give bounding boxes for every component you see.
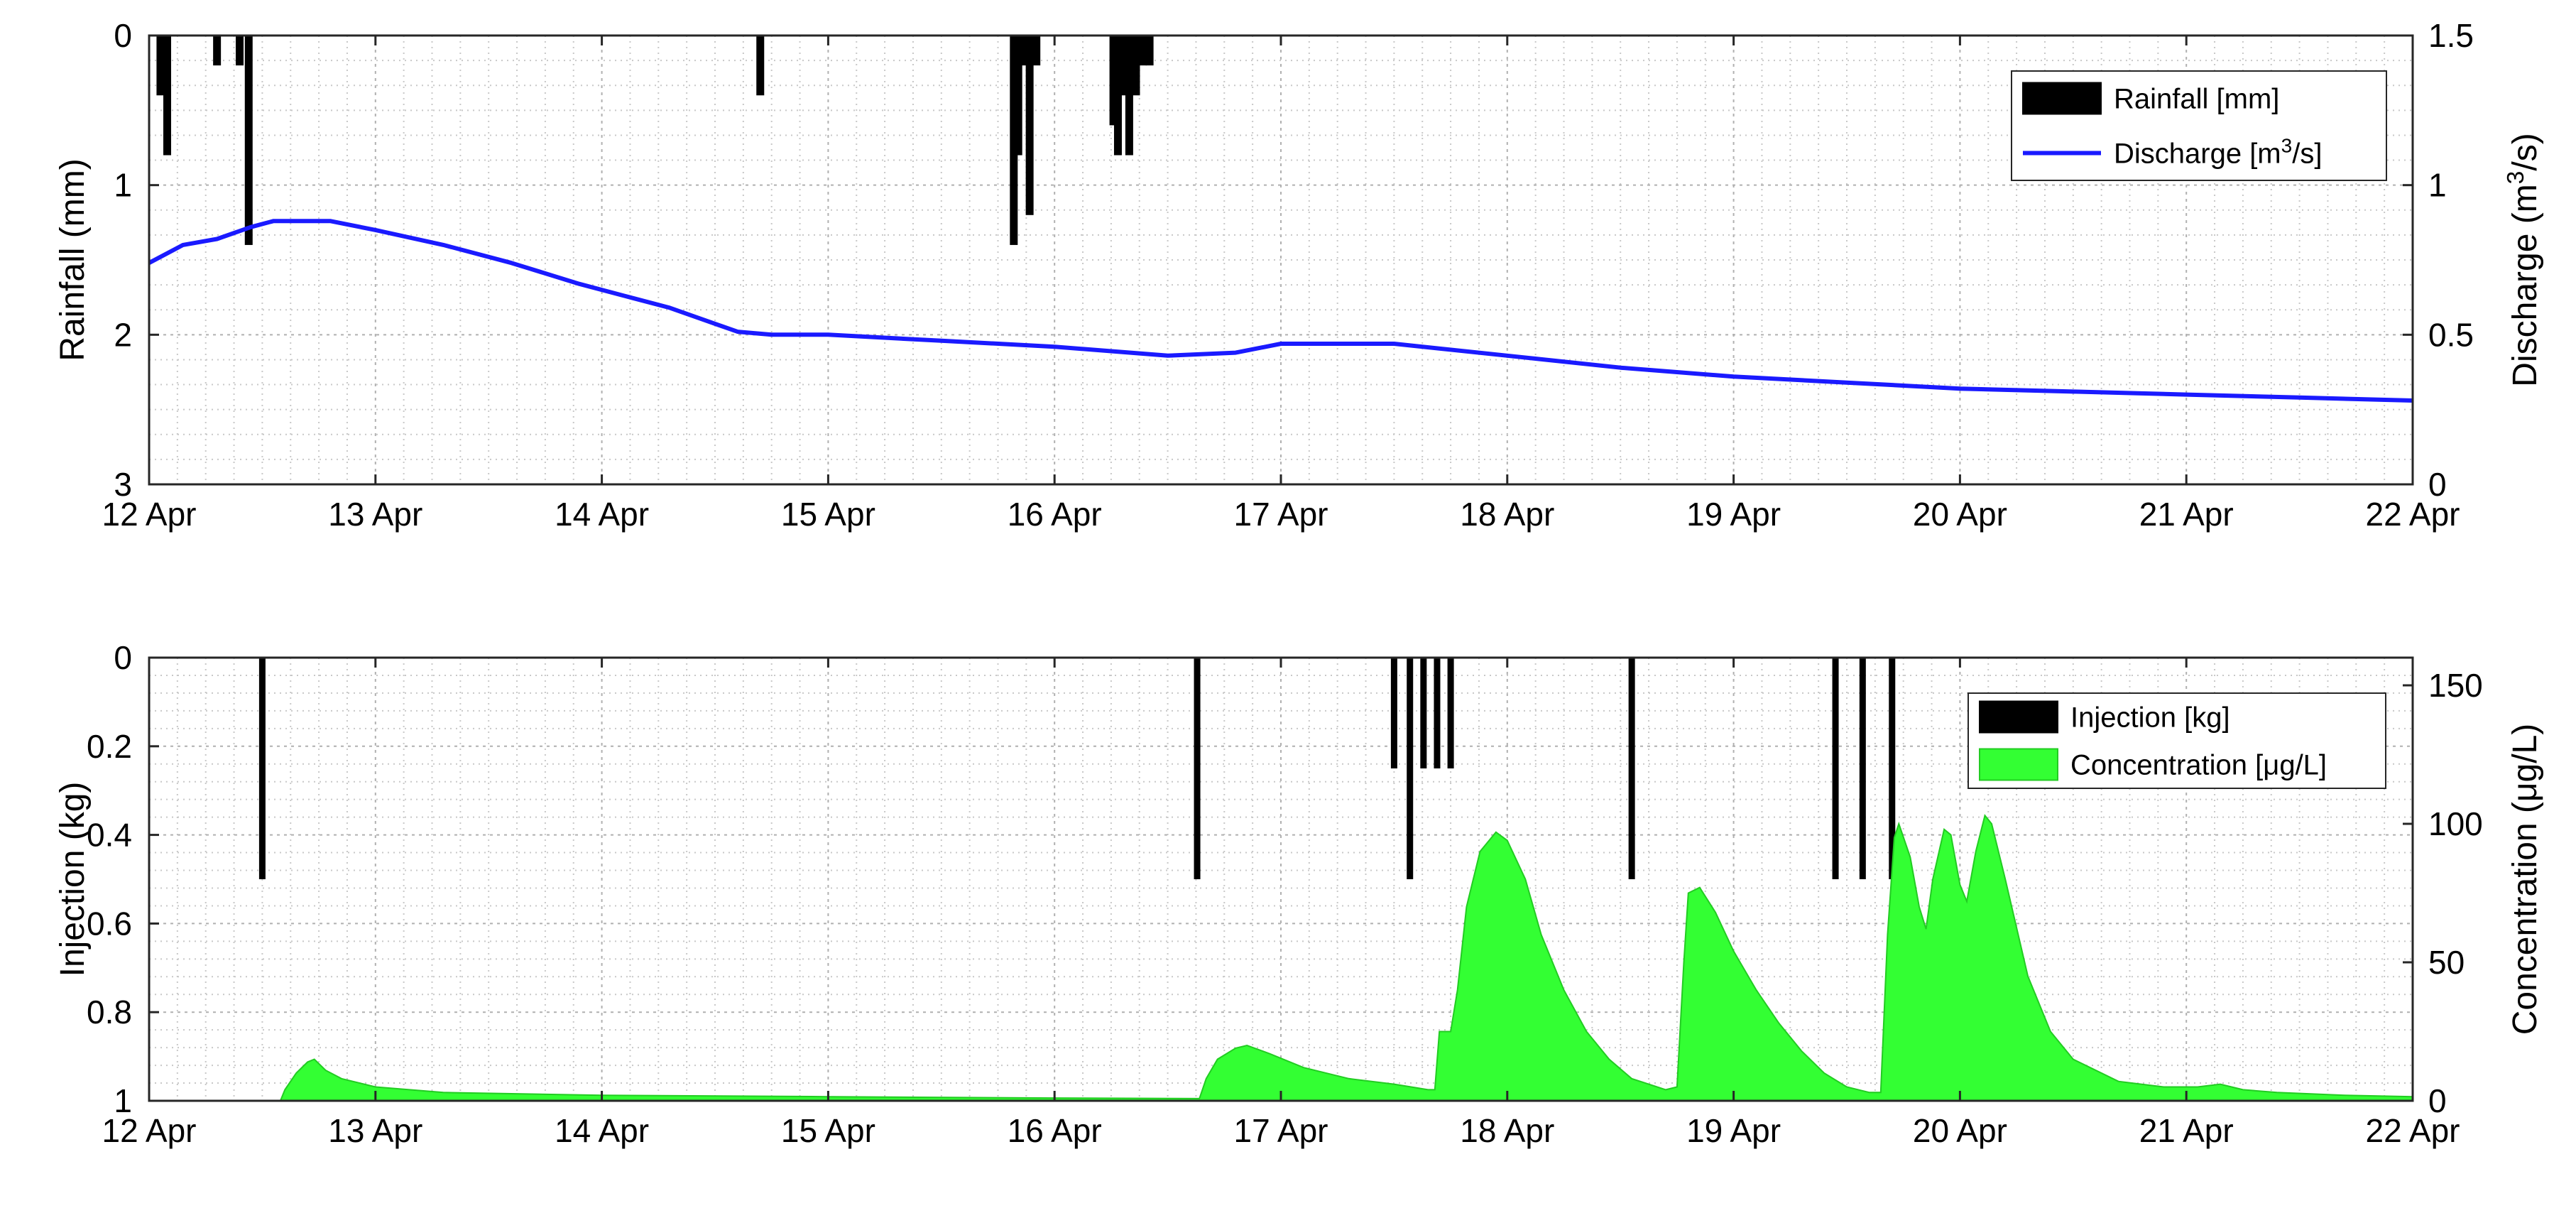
bar <box>1025 36 1034 215</box>
series-line <box>148 219 2413 403</box>
x-tick-label: 16 Apr <box>1008 1112 1102 1149</box>
bar <box>213 36 222 66</box>
y-left-tick-label: 0 <box>114 639 132 676</box>
y-left-tick-label: 0.4 <box>87 817 132 854</box>
y-left-tick-label: 3 <box>114 466 132 503</box>
y-right-tick-label: 0.5 <box>2428 316 2474 353</box>
bar <box>1010 36 1018 245</box>
bar <box>244 36 253 245</box>
legend-swatch-bar <box>2022 82 2102 115</box>
y-left-tick-label: 1 <box>114 1082 132 1119</box>
y-left-tick-label: 1 <box>114 167 132 204</box>
discharge-line <box>148 219 2413 403</box>
bar <box>1889 658 1896 879</box>
x-tick-label: 15 Apr <box>781 1112 875 1149</box>
y-right-tick-label: 100 <box>2428 805 2483 842</box>
x-tick-label: 22 Apr <box>2366 1112 2460 1149</box>
x-tick-label: 17 Apr <box>1234 1112 1328 1149</box>
y-right-tick-label: 1 <box>2428 167 2447 204</box>
axes: 12 Apr 13 Apr 14 Apr 15 Apr 16 Apr 17 Apr 18 A… <box>102 17 2474 533</box>
bar <box>1145 36 1154 66</box>
y-left-tick-label: 0.8 <box>87 994 132 1030</box>
x-tick-label: 20 Apr <box>1913 1112 2007 1149</box>
bar <box>1434 658 1441 768</box>
x-tick-label: 17 Apr <box>1234 496 1328 533</box>
y-right-tick-label: 1.5 <box>2428 17 2474 54</box>
bar <box>1832 658 1839 879</box>
legend-swatch-area <box>1979 748 2058 781</box>
y-left-tick-label: 2 <box>114 316 132 353</box>
series-area <box>149 814 2413 1102</box>
x-tick-label: 18 Apr <box>1460 1112 1554 1149</box>
x-tick-label: 12 Apr <box>102 496 197 533</box>
legend-label: Concentration [μg/L] <box>2070 750 2327 781</box>
bar <box>1021 36 1030 66</box>
y-right-tick-label: 0 <box>2428 1082 2447 1119</box>
x-tick-label: 13 Apr <box>328 1112 422 1149</box>
bar <box>1132 36 1140 96</box>
x-tick-label: 22 Apr <box>2366 496 2460 533</box>
bar <box>1407 658 1414 879</box>
x-tick-label: 15 Apr <box>781 496 875 533</box>
y-right-axis-label: Concentration (μg/L) <box>2506 724 2544 1035</box>
y-left-axis-label: Injection (kg) <box>54 782 92 977</box>
bar <box>1628 658 1635 879</box>
legend-label: Injection [kg] <box>2070 702 2230 734</box>
y-right-tick-label: 50 <box>2428 944 2465 981</box>
concentration-area <box>149 814 2413 1102</box>
y-left-tick-label: 0.6 <box>87 905 132 942</box>
y-right-axis-label: Discharge (m3/s) <box>2503 133 2545 386</box>
x-tick-label: 14 Apr <box>555 1112 649 1149</box>
bar <box>236 36 244 66</box>
bar <box>1014 36 1022 156</box>
bar <box>1194 658 1201 879</box>
bar <box>1139 36 1147 66</box>
bar <box>1390 658 1397 768</box>
legend: Injection [kg] Concentration [μg/L] <box>1968 692 2386 789</box>
legend-label: Discharge [m3/s] <box>2114 134 2322 170</box>
injection-concentration-chart: 12 Apr 13 Apr 14 Apr 15 Apr 16 Apr 17 Apr 18 A… <box>54 639 2544 1149</box>
x-tick-label: 19 Apr <box>1686 1112 1781 1149</box>
bar <box>1859 658 1866 879</box>
x-tick-label: 21 Apr <box>2139 1112 2234 1149</box>
x-tick-label: 20 Apr <box>1913 496 2007 533</box>
bar <box>156 36 165 96</box>
legend-label: Rainfall [mm] <box>2114 84 2279 115</box>
x-tick-label: 14 Apr <box>555 496 649 533</box>
x-tick-label: 13 Apr <box>328 496 422 533</box>
y-right-tick-label: 0 <box>2428 466 2447 503</box>
legend: Rainfall [mm] Discharge [m3/s] <box>2011 70 2387 181</box>
bar <box>1125 36 1133 156</box>
legend-swatch-bar <box>1979 700 2058 734</box>
bar <box>1109 36 1118 126</box>
x-tick-label: 21 Apr <box>2139 496 2234 533</box>
series-bar <box>258 658 1896 879</box>
y-left-tick-label: 0.2 <box>87 728 132 765</box>
bar <box>1118 36 1127 96</box>
x-tick-label: 19 Apr <box>1686 496 1781 533</box>
bar <box>163 36 172 156</box>
bar <box>756 36 765 96</box>
bar <box>1113 36 1122 156</box>
bar <box>1447 658 1454 768</box>
bar <box>1420 658 1427 768</box>
bar <box>258 658 266 879</box>
rainfall-discharge-chart: 12 Apr 13 Apr 14 Apr 15 Apr 16 Apr 17 Apr 18 A… <box>54 17 2544 533</box>
bar <box>1032 36 1041 66</box>
y-left-axis-label: Rainfall (mm) <box>54 158 92 361</box>
axes: 12 Apr 13 Apr 14 Apr 15 Apr 16 Apr 17 Apr 18 A… <box>87 639 2483 1149</box>
x-tick-label: 18 Apr <box>1460 496 1554 533</box>
x-tick-label: 12 Apr <box>102 1112 197 1149</box>
series-bar <box>156 36 1154 245</box>
y-left-tick-label: 0 <box>114 17 132 54</box>
y-right-tick-label: 150 <box>2428 667 2483 704</box>
x-tick-label: 16 Apr <box>1008 496 1102 533</box>
